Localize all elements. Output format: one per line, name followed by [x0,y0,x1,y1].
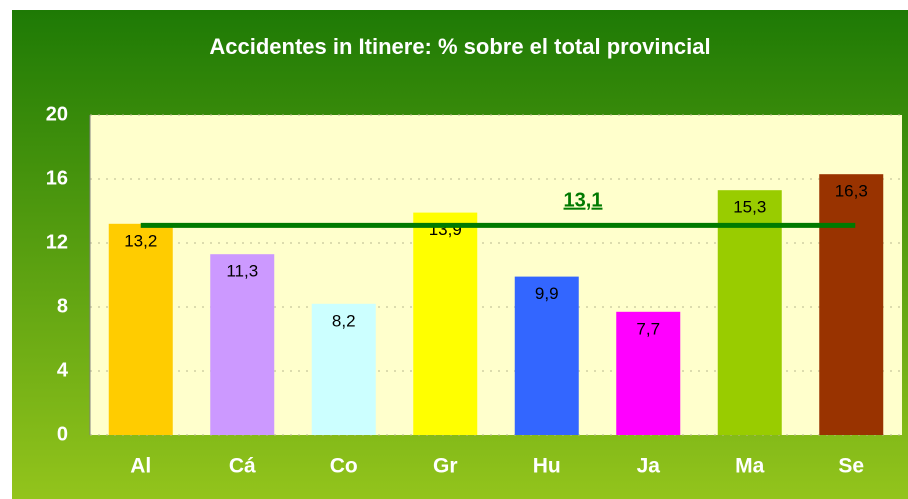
x-tick-label: Ma [735,455,764,478]
y-tick-label: 12 [46,231,68,253]
y-tick-label: 4 [57,359,69,381]
data-label: 16,3 [835,182,868,201]
data-label: 13,2 [124,231,157,250]
chart-title: Accidentes in Itinere: % sobre el total … [209,34,710,59]
bar [514,276,579,435]
y-tick-label: 20 [46,103,68,125]
x-tick-label: Ja [637,455,661,478]
bar [413,212,478,435]
x-tick-label: Se [838,455,864,478]
bar [311,303,376,435]
y-tick-label: 8 [57,295,68,317]
data-label: 11,3 [226,262,258,281]
data-label: 7,7 [636,319,660,338]
y-tick-label: 0 [57,423,68,445]
bar [210,254,275,435]
data-label: 15,3 [733,198,766,217]
bar [717,190,782,435]
average-label: 13,1 [564,190,603,212]
x-tick-label: Gr [433,455,458,478]
bar [616,311,681,435]
bar [108,223,173,435]
x-tick-label: Al [130,455,151,478]
x-tick-label: Cá [229,455,256,478]
x-tick-label: Co [330,455,358,478]
data-label: 8,2 [332,311,356,330]
x-tick-label: Hu [533,455,561,478]
bar [819,174,884,435]
y-tick-label: 16 [46,167,68,189]
data-label: 9,9 [535,284,559,303]
